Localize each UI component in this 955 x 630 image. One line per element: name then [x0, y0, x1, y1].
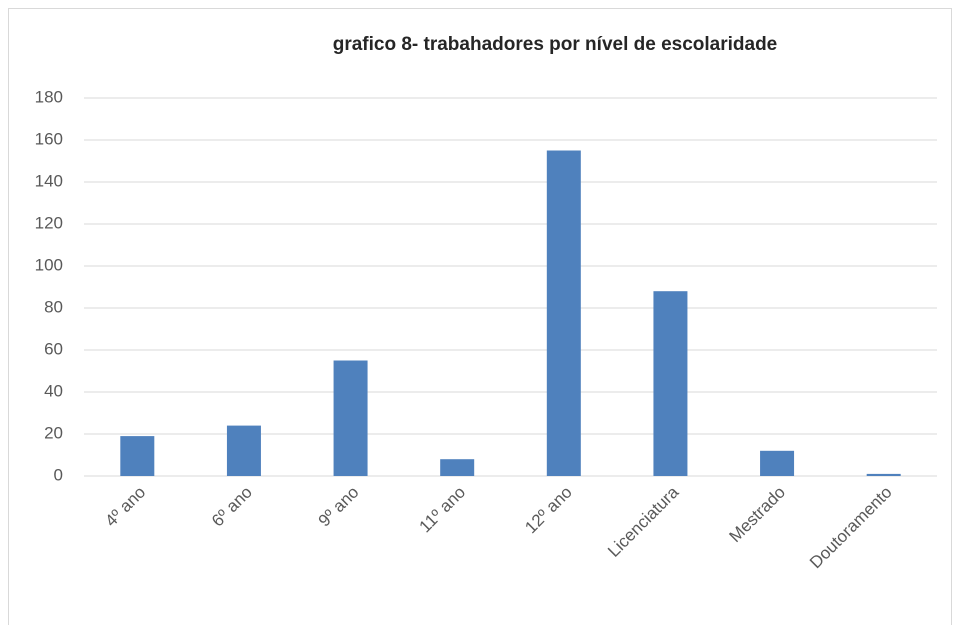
bar	[120, 436, 155, 476]
bar	[866, 473, 901, 476]
y-tick-label: 180	[35, 87, 63, 106]
bar	[653, 291, 688, 476]
y-tick-label: 100	[35, 255, 63, 274]
bar	[333, 360, 368, 476]
chart-title: grafico 8- trabahadores por nível de esc…	[333, 34, 778, 55]
y-tick-label: 160	[35, 129, 63, 148]
bar	[440, 459, 475, 476]
bar	[546, 150, 581, 476]
bar	[760, 450, 795, 476]
y-tick-label: 40	[44, 381, 63, 400]
chart-frame	[8, 8, 952, 630]
y-tick-label: 60	[44, 339, 63, 358]
y-tick-label: 80	[44, 297, 63, 316]
y-tick-label: 120	[35, 213, 63, 232]
bar	[226, 425, 261, 476]
y-tick-label: 20	[44, 423, 63, 442]
y-tick-label: 140	[35, 171, 63, 190]
y-tick-label: 0	[54, 465, 63, 484]
